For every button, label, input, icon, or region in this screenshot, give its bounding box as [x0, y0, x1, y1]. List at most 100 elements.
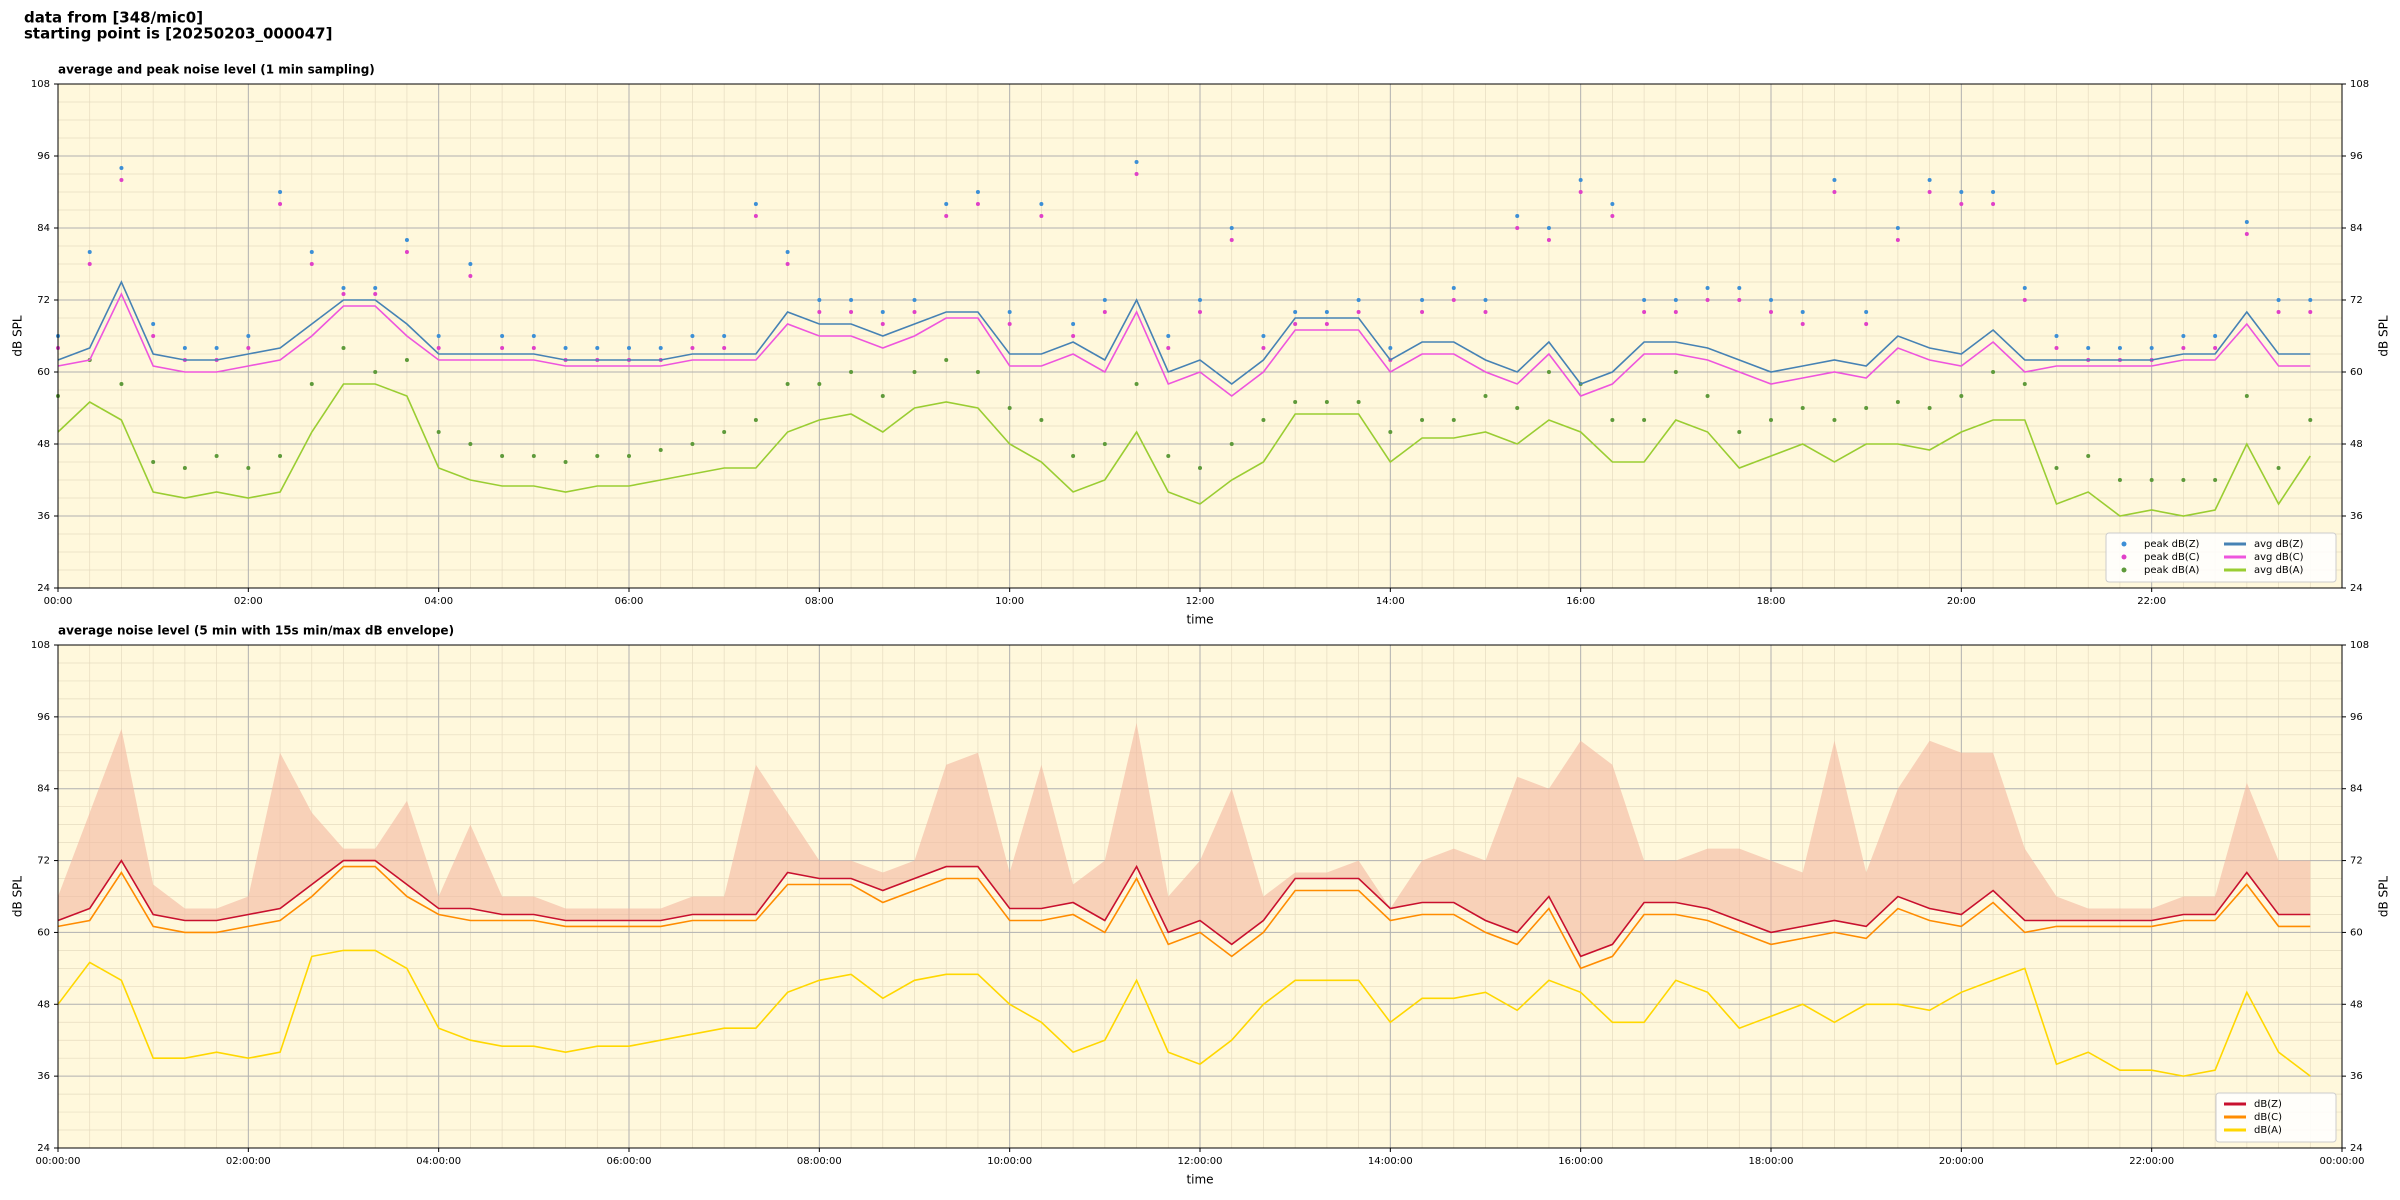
y2-tick-label: 108 — [2350, 79, 2369, 90]
peak-marker — [119, 166, 124, 170]
peak-marker — [1864, 406, 1869, 410]
peak-marker — [2086, 454, 2091, 458]
peak-marker — [1071, 322, 1076, 326]
peak-marker — [2276, 466, 2281, 470]
peak-marker — [2213, 478, 2218, 482]
peak-marker — [2213, 346, 2218, 350]
series-line — [57, 949, 2311, 1077]
peak-marker — [87, 262, 92, 266]
peak-marker — [1800, 310, 1805, 314]
peak-marker — [1071, 454, 1076, 458]
peak-marker — [880, 394, 885, 398]
peak-marker — [944, 358, 949, 362]
peak-marker — [1420, 310, 1425, 314]
y2-tick-label: 60 — [2350, 367, 2363, 378]
peak-marker — [214, 454, 219, 458]
peak-marker — [2054, 346, 2059, 350]
y-tick-label: 60 — [37, 927, 50, 938]
peak-marker — [404, 250, 409, 254]
peak-marker — [1515, 226, 1520, 230]
x-tick-label: 22:00:00 — [2129, 1156, 2174, 1167]
x-tick-label: 16:00 — [1566, 596, 1595, 607]
peak-marker — [278, 202, 283, 206]
legend-label: dB(C) — [2254, 1112, 2282, 1123]
peak-marker — [1832, 418, 1837, 422]
peak-marker — [500, 346, 505, 350]
peak-marker — [1642, 310, 1647, 314]
peak-marker — [1673, 298, 1678, 302]
y-axis-label: dB SPL — [11, 315, 25, 357]
peak-marker — [912, 310, 917, 314]
peak-marker — [658, 448, 663, 452]
peak-marker — [1071, 334, 1076, 338]
peak-marker — [1356, 400, 1361, 404]
peak-marker — [531, 346, 536, 350]
peak-marker — [1198, 298, 1202, 302]
peak-marker — [1166, 346, 1171, 350]
peak-marker — [1229, 238, 1234, 242]
y-tick-label: 60 — [37, 367, 50, 378]
peak-marker — [1769, 418, 1773, 422]
peak-marker — [2244, 232, 2249, 236]
peak-marker — [785, 262, 790, 266]
peak-marker — [182, 346, 187, 350]
peak-marker — [87, 250, 92, 254]
y2-tick-label: 60 — [2350, 927, 2363, 938]
peak-marker — [1166, 454, 1171, 458]
peak-marker — [436, 334, 441, 338]
peak-marker — [1483, 310, 1488, 314]
peak-marker — [1293, 310, 1298, 314]
peak-marker — [1959, 190, 1964, 194]
y2-tick-label: 72 — [2350, 295, 2363, 306]
peak-marker — [341, 346, 346, 350]
peak-marker — [849, 310, 854, 314]
peak-marker — [1673, 310, 1678, 314]
peak-marker — [1483, 394, 1488, 398]
peak-marker — [1546, 226, 1551, 230]
peak-marker — [1991, 190, 1996, 194]
x-tick-label: 04:00:00 — [416, 1156, 461, 1167]
peak-marker — [246, 466, 251, 470]
peak-marker — [1895, 400, 1900, 404]
x-tick-label: 12:00:00 — [1178, 1156, 1223, 1167]
x-tick-label: 12:00 — [1186, 596, 1215, 607]
envelope-area — [58, 722, 2311, 957]
series-line — [57, 865, 2311, 970]
peak-marker — [1261, 346, 1266, 350]
peak-marker — [404, 358, 409, 362]
peak-marker — [1166, 334, 1171, 338]
y2-tick-label: 108 — [2350, 640, 2369, 651]
x-tick-label: 16:00:00 — [1558, 1156, 1603, 1167]
x-tick-label: 18:00:00 — [1749, 1156, 1794, 1167]
y2-tick-label: 24 — [2350, 1143, 2363, 1154]
peak-marker — [880, 310, 885, 314]
peak-marker — [1546, 238, 1551, 242]
series-line — [57, 280, 2311, 386]
peak-marker — [2181, 346, 2186, 350]
legend-label: peak dB(C) — [2144, 552, 2200, 563]
peak-marker — [468, 442, 473, 446]
peak-marker — [2276, 310, 2281, 314]
peak-marker — [975, 190, 980, 194]
x-tick-label: 14:00 — [1376, 596, 1405, 607]
peak-marker — [1673, 370, 1678, 374]
legend-label: peak dB(A) — [2144, 565, 2200, 576]
y-tick-label: 72 — [37, 856, 50, 867]
peak-marker — [2086, 346, 2091, 350]
peak-marker — [1515, 406, 1520, 410]
x-tick-label: 20:00 — [1947, 596, 1976, 607]
x-tick-label: 14:00:00 — [1368, 1156, 1413, 1167]
peak-marker — [1705, 286, 1710, 290]
x-axis-label: time — [1186, 613, 1213, 627]
peak-marker — [1483, 298, 1488, 302]
y-tick-label: 96 — [37, 151, 50, 162]
peak-marker — [1769, 310, 1773, 314]
peak-marker — [658, 346, 663, 350]
peak-marker — [975, 202, 980, 206]
peak-marker — [1039, 202, 1044, 206]
peak-marker — [1991, 370, 1996, 374]
peak-marker — [1737, 430, 1742, 434]
x-tick-label: 06:00:00 — [607, 1156, 652, 1167]
peak-marker — [1959, 394, 1964, 398]
